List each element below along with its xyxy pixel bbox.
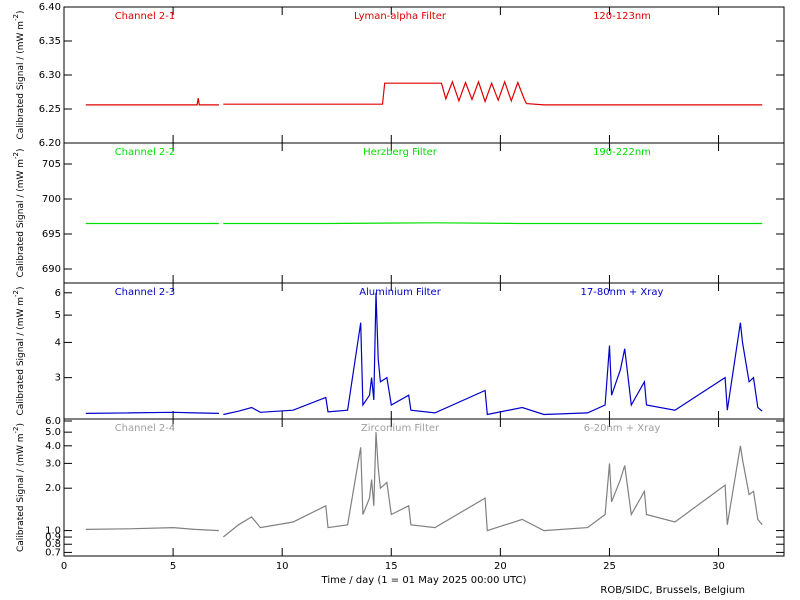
- y-tick-label: 5.0: [45, 427, 61, 438]
- y-axis-title-sup: -2: [12, 152, 20, 159]
- y-tick-label: 6.30: [39, 70, 61, 81]
- annotation: Herzberg Filter: [363, 147, 438, 158]
- y-tick-label: 6.25: [39, 104, 61, 115]
- y-axis-title: Calibrated Signal / (mW m-2): [12, 423, 26, 552]
- y-axis-title-end: ): [16, 286, 26, 290]
- annotation: Lyman-alpha Filter: [354, 11, 447, 22]
- annotation: 17-80nm + Xray: [581, 287, 664, 298]
- y-axis-title-text: Calibrated Signal / (mW m: [16, 297, 26, 416]
- footer: ROB/SIDC, Brussels, Belgium: [600, 585, 745, 596]
- x-tick-label: 15: [385, 561, 398, 572]
- x-axis-title: Time / day (1 = 01 May 2025 00:00 UTC): [321, 575, 527, 586]
- annotation: Zirconium Filter: [361, 423, 440, 434]
- annotation: 190-222nm: [593, 147, 651, 158]
- y-tick-label: 2.0: [45, 483, 61, 494]
- y-tick-label: 4.0: [45, 441, 61, 452]
- y-tick-label: 6.0: [45, 416, 61, 427]
- y-tick-label: 695: [42, 229, 61, 240]
- y-axis-title-end: ): [16, 10, 26, 14]
- x-tick-label: 30: [712, 561, 725, 572]
- y-tick-label: 690: [42, 264, 61, 275]
- y-axis-title-sup: -2: [12, 290, 20, 297]
- annotation: 6-20nm + Xray: [584, 423, 661, 434]
- y-axis-title-end: ): [16, 148, 26, 152]
- y-axis-title-end: ): [16, 423, 26, 427]
- y-tick-label: 0.8: [45, 539, 61, 550]
- y-tick-label: 1.0: [45, 526, 61, 537]
- y-tick-label: 3: [55, 373, 61, 384]
- y-tick-label: 6: [55, 288, 61, 299]
- annotation: Channel 2-3: [115, 287, 176, 298]
- x-tick-label: 20: [494, 561, 507, 572]
- annotation: Channel 2-4: [115, 423, 176, 434]
- panel-frame: [63, 418, 785, 557]
- y-tick-label: 0.9: [45, 532, 61, 543]
- y-tick-label: 700: [42, 194, 61, 205]
- y-tick-label: 6.20: [39, 138, 61, 149]
- y-axis-title-text: Calibrated Signal / (mW m: [16, 433, 26, 552]
- x-tick-label: 0: [61, 561, 67, 572]
- y-axis-title: Calibrated Signal / (mW m-2): [12, 148, 26, 277]
- data-line: [85, 292, 763, 416]
- y-tick-label: 4: [55, 337, 61, 348]
- y-axis-title-text: Calibrated Signal / (mW m: [16, 21, 26, 140]
- data-line: [85, 79, 763, 106]
- annotation: Channel 2-2: [115, 147, 176, 158]
- x-tick-label: 10: [276, 561, 289, 572]
- data-line: [85, 432, 763, 538]
- x-tick-label: 5: [170, 561, 176, 572]
- y-axis-title: Calibrated Signal / (mW m-2): [12, 10, 26, 139]
- y-tick-label: 5: [55, 310, 61, 321]
- y-tick-label: 0.7: [45, 547, 61, 558]
- y-tick-label: 6.40: [39, 2, 61, 13]
- y-tick-label: 6.35: [39, 36, 61, 47]
- y-tick-label: 3.0: [45, 458, 61, 469]
- y-axis-title-text: Calibrated Signal / (mW m: [16, 159, 26, 278]
- y-axis-title: Calibrated Signal / (mW m-2): [12, 286, 26, 415]
- y-axis-title-sup: -2: [12, 426, 20, 433]
- y-tick-label: 705: [42, 159, 61, 170]
- y-axis-title-sup: -2: [12, 14, 20, 21]
- annotation: 120-123nm: [593, 11, 651, 22]
- annotation: Aluminium Filter: [359, 287, 442, 298]
- annotation: Channel 2-1: [115, 11, 176, 22]
- x-tick-label: 25: [603, 561, 616, 572]
- data-line: [85, 222, 763, 225]
